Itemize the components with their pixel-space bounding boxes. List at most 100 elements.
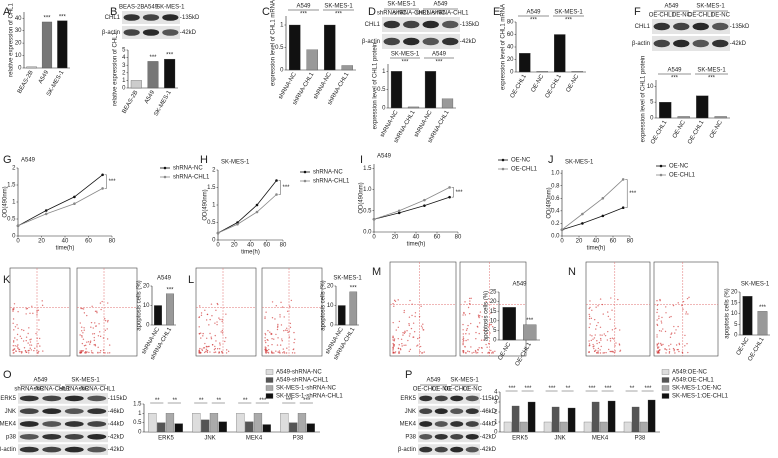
event-dot (469, 300, 471, 302)
bar (527, 401, 536, 433)
significance: ** (630, 386, 635, 392)
event-dot (601, 334, 603, 336)
y-tick-label: 1.0 (363, 187, 372, 193)
significance: *** (759, 305, 767, 311)
event-dot (206, 346, 208, 348)
event-dot (99, 302, 102, 304)
event-dot (275, 305, 278, 307)
event-dot (475, 351, 477, 353)
bar (218, 421, 227, 433)
event-dot (100, 308, 102, 311)
event-dot (668, 352, 671, 354)
blot-group: SK-MES-1 (696, 4, 725, 10)
event-dot (492, 307, 495, 309)
event-dot (38, 350, 40, 353)
event-dot (609, 340, 612, 342)
event-dot (409, 299, 411, 302)
event-dot (656, 351, 659, 354)
y-tick-label: 1.0 (551, 171, 560, 177)
event-dot (416, 345, 418, 347)
event-dot (605, 351, 607, 354)
row-label: β-actin (632, 41, 650, 47)
event-dot (619, 329, 621, 331)
y-tick-label: 20 (731, 290, 738, 296)
event-dot (108, 352, 111, 354)
y-tick-label: 5 (734, 322, 738, 328)
x-tick-label: P38 (635, 436, 646, 442)
row-label: β-actin (398, 447, 416, 453)
point (601, 196, 605, 200)
event-dot (268, 348, 270, 351)
event-dot (107, 352, 109, 354)
x-tick-label: 40 (62, 239, 69, 245)
x-tick-label: SK-MES-1 (153, 89, 173, 117)
y-tick-label: 10 (143, 303, 150, 309)
event-dot (281, 338, 283, 340)
legend-label: OE-NC (511, 158, 531, 164)
event-dot (483, 329, 485, 331)
event-dot (392, 342, 394, 345)
y-tick-label: 20 (507, 57, 514, 63)
bar (157, 422, 166, 433)
event-dot (589, 334, 591, 336)
point (621, 178, 625, 181)
event-dot (277, 325, 279, 327)
event-dot (588, 351, 590, 354)
blot-strip (418, 431, 480, 443)
panel-label: N (568, 266, 576, 278)
bar (551, 406, 560, 433)
event-dot (34, 347, 36, 350)
event-dot (225, 313, 227, 315)
event-dot (677, 325, 679, 328)
event-dot (13, 348, 16, 350)
event-dot (589, 300, 591, 302)
event-dot (198, 316, 201, 318)
event-dot (36, 345, 38, 347)
event-dot (485, 300, 487, 303)
band (162, 14, 179, 21)
event-dot (464, 346, 466, 348)
event-dot (199, 347, 201, 350)
band (712, 39, 729, 48)
event-dot (38, 329, 40, 331)
bar (511, 405, 520, 433)
event-dot (483, 339, 485, 341)
blot-group: A549 (433, 2, 448, 8)
sig-bracket (625, 179, 628, 208)
event-dot (82, 332, 84, 334)
event-dot (81, 336, 83, 338)
legend-label: shRNA-NC (173, 166, 203, 172)
event-dot (286, 310, 289, 312)
x-tick-label: 80 (455, 235, 462, 241)
bar (407, 106, 420, 109)
event-dot (18, 350, 21, 353)
blot-strip (18, 431, 108, 443)
event-dot (615, 327, 617, 330)
event-dot (394, 300, 397, 303)
significance: *** (671, 76, 679, 82)
event-dot (201, 348, 203, 350)
event-dot (288, 330, 291, 332)
line (217, 194, 277, 234)
band (465, 433, 479, 440)
event-dot (20, 352, 23, 354)
row-label: CHL1 (635, 24, 651, 30)
event-dot (35, 332, 37, 335)
event-dot (601, 303, 604, 306)
y-tick-label: 0 (122, 86, 126, 92)
group-label: SK-MES-1 (391, 52, 420, 58)
event-dot (609, 318, 611, 320)
event-dot (202, 335, 204, 337)
legend-label: A549-shRNA-CHL1 (276, 378, 329, 384)
band (712, 22, 729, 31)
event-dot (205, 350, 207, 353)
event-dot (12, 318, 15, 320)
event-dot (36, 352, 39, 354)
event-dot (588, 315, 591, 318)
event-dot (16, 345, 18, 347)
bar (337, 305, 346, 326)
y-tick-label: 30 (15, 28, 22, 34)
event-dot (462, 341, 464, 343)
event-dot (468, 297, 471, 300)
event-dot (264, 334, 267, 336)
